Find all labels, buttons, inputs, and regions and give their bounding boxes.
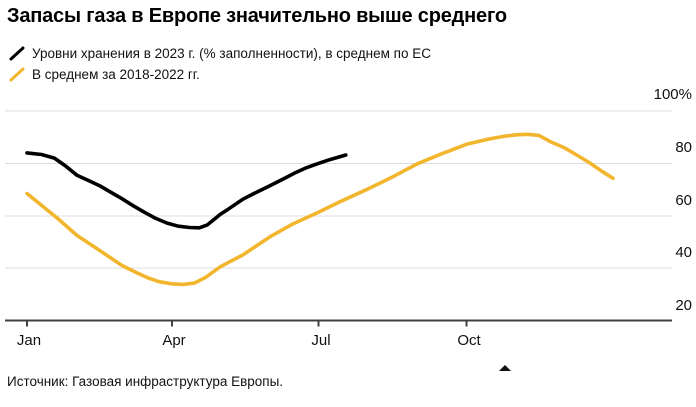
x-axis-label-jan: Jan [16,332,42,349]
y-axis-label-80: 80 [675,139,692,156]
legend-item-2023: Уровни хранения в 2023 г. (% заполненнос… [9,44,431,62]
x-axis-label-apr: Apr [162,332,186,349]
y-axis-label-20: 20 [675,297,692,314]
legend-label-2023: Уровни хранения в 2023 г. (% заполненнос… [32,45,431,61]
y-axis-label-40: 40 [675,244,692,261]
y-axis-label-100: 100% [653,86,692,103]
source-note: Источник: Газовая инфраструктура Европы. [7,374,284,389]
x-axis-label-jul: Jul [311,332,331,349]
legend-item-average: В среднем за 2018-2022 гг. [9,65,200,83]
page-title: Запасы газа в Европе значительно выше ср… [7,5,507,27]
black-line-swatch-icon [9,46,25,60]
legend-label-average: В среднем за 2018-2022 гг. [32,66,200,82]
cursor-arrow-icon [499,365,511,371]
y-axis-label-60: 60 [675,192,692,209]
x-axis-label-oct: Oct [457,332,481,349]
yellow-line-swatch-icon [9,67,25,81]
